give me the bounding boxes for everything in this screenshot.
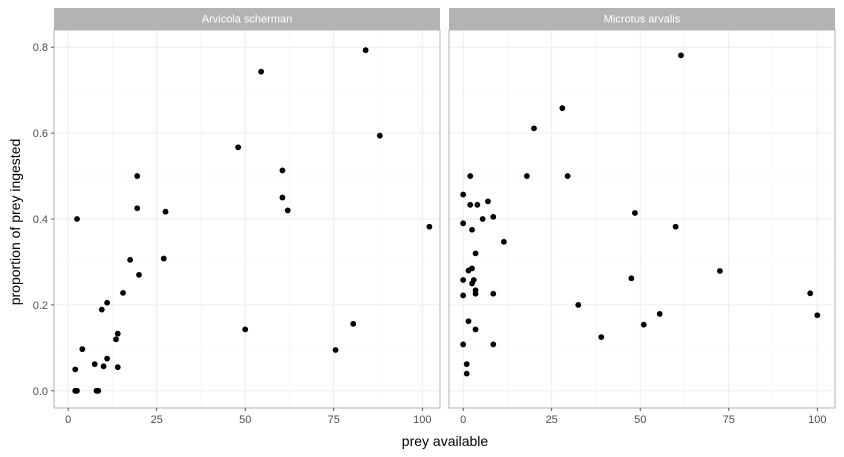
panels-layer: Arvicola scherman 0 25 50 75 100 0.0 0.2 0.4 0.6 0… bbox=[33, 8, 836, 426]
data-point bbox=[74, 216, 80, 222]
x-tick-label: 25 bbox=[546, 414, 558, 426]
data-point bbox=[575, 302, 582, 308]
data-point bbox=[114, 364, 121, 371]
x-tick-label: 100 bbox=[413, 414, 431, 426]
data-point bbox=[350, 320, 357, 327]
panel-strip bbox=[449, 8, 835, 30]
data-point bbox=[91, 361, 98, 368]
data-point bbox=[672, 223, 679, 230]
data-point bbox=[807, 290, 814, 297]
data-point bbox=[564, 173, 571, 179]
data-point bbox=[98, 306, 105, 313]
data-point bbox=[279, 194, 286, 201]
data-point bbox=[656, 311, 663, 317]
x-tick-label: 50 bbox=[239, 414, 251, 426]
y-axis-title: proportion of prey ingested bbox=[7, 139, 23, 306]
data-point bbox=[114, 330, 121, 337]
data-point bbox=[531, 125, 537, 132]
data-point bbox=[460, 341, 467, 348]
data-point bbox=[279, 167, 286, 174]
data-point bbox=[362, 47, 369, 54]
data-point bbox=[463, 361, 470, 368]
data-point bbox=[472, 290, 479, 297]
data-point bbox=[162, 208, 169, 215]
x-tick-label: 75 bbox=[328, 414, 340, 426]
data-point bbox=[470, 277, 477, 283]
data-point bbox=[632, 210, 638, 216]
panel-strip bbox=[54, 8, 440, 30]
data-point bbox=[74, 387, 80, 394]
data-point bbox=[472, 250, 479, 257]
panel-1: Arvicola scherman 0 25 50 75 100 0.0 0.2 0.4 0.6 0… bbox=[33, 8, 441, 426]
data-point bbox=[100, 363, 107, 370]
y-tick-label: 0.8 bbox=[33, 42, 48, 54]
data-point bbox=[490, 341, 497, 348]
data-point bbox=[460, 220, 467, 227]
data-point bbox=[136, 271, 142, 278]
x-tick-label: 0 bbox=[460, 414, 466, 426]
x-tick-label: 75 bbox=[723, 414, 735, 426]
data-point bbox=[628, 275, 635, 282]
data-point bbox=[79, 346, 86, 353]
data-point bbox=[460, 277, 467, 283]
data-point bbox=[104, 299, 111, 306]
data-point bbox=[426, 223, 433, 230]
data-point bbox=[559, 105, 566, 112]
data-point bbox=[332, 347, 339, 353]
y-tick-label: 0.0 bbox=[33, 386, 48, 398]
x-tick-label: 50 bbox=[634, 414, 646, 426]
data-point bbox=[134, 173, 141, 179]
y-tick-label: 0.2 bbox=[33, 300, 48, 312]
data-point bbox=[95, 387, 102, 394]
data-point bbox=[104, 355, 111, 362]
data-point bbox=[472, 326, 479, 333]
data-point bbox=[717, 268, 723, 274]
data-point bbox=[490, 213, 497, 220]
panel-title: Microtus arvalis bbox=[604, 14, 681, 26]
data-point bbox=[469, 265, 475, 272]
panel-title: Arvicola scherman bbox=[202, 14, 292, 26]
data-point bbox=[284, 207, 291, 214]
data-point bbox=[376, 132, 383, 139]
data-point bbox=[479, 216, 486, 222]
data-point bbox=[113, 336, 119, 343]
data-point bbox=[258, 68, 265, 75]
y-tick-label: 0.4 bbox=[33, 214, 48, 226]
data-point bbox=[490, 290, 497, 297]
data-point bbox=[72, 366, 79, 373]
x-tick-label: 100 bbox=[808, 414, 826, 426]
data-point bbox=[524, 173, 530, 179]
data-point bbox=[465, 318, 472, 325]
data-point bbox=[235, 144, 242, 151]
data-point bbox=[467, 173, 474, 179]
data-point bbox=[474, 201, 481, 208]
data-point bbox=[460, 292, 467, 299]
x-tick-label: 0 bbox=[65, 414, 71, 426]
data-point bbox=[469, 226, 475, 233]
data-point bbox=[460, 191, 467, 198]
data-point bbox=[120, 289, 126, 296]
y-tick-label: 0.6 bbox=[33, 128, 48, 140]
data-point bbox=[500, 238, 507, 245]
data-point bbox=[160, 255, 167, 262]
data-point bbox=[485, 198, 491, 205]
data-point bbox=[678, 52, 684, 59]
data-point bbox=[814, 312, 821, 319]
panel-border bbox=[448, 29, 836, 409]
data-point bbox=[134, 205, 141, 212]
data-point bbox=[463, 370, 470, 377]
x-tick-label: 25 bbox=[151, 414, 163, 426]
panel-2: Microtus arvalis 0 25 50 75 100 bbox=[448, 8, 836, 426]
data-point bbox=[598, 334, 605, 341]
data-point bbox=[127, 256, 134, 263]
data-point bbox=[467, 201, 474, 208]
data-point bbox=[640, 321, 647, 328]
data-point bbox=[242, 326, 249, 333]
x-axis-title: prey available bbox=[402, 433, 489, 449]
